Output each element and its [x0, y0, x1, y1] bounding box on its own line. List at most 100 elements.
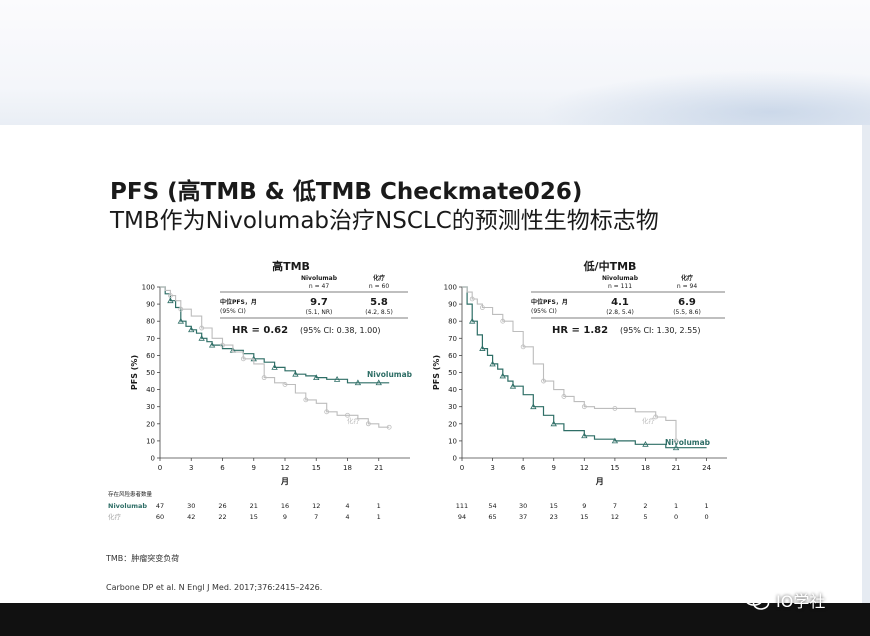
- at-risk-count: 12: [611, 513, 619, 521]
- at-risk-count: 26: [218, 502, 226, 510]
- table-header-chemo-n: n = 94: [677, 283, 697, 290]
- censor-marker: [333, 376, 341, 382]
- censor-marker: [541, 378, 546, 384]
- at-risk-count: 15: [580, 513, 588, 521]
- y-tick-label: 60: [448, 352, 457, 360]
- table-header-nivolumab-n: n = 111: [608, 283, 632, 290]
- y-tick-label: 70: [146, 335, 155, 343]
- censor-marker: [208, 341, 216, 348]
- at-risk-count: 1: [705, 502, 709, 510]
- at-risk-count: 23: [550, 513, 558, 521]
- chemo-curve: [160, 286, 390, 428]
- censor-marker: [530, 403, 537, 410]
- at-risk-count: 0: [705, 513, 709, 521]
- y-tick-label: 30: [448, 403, 457, 411]
- y-tick-label: 70: [448, 335, 457, 343]
- at-risk-count: 65: [488, 513, 496, 521]
- bottom-bar: [0, 603, 870, 636]
- censor-marker: [220, 342, 225, 348]
- censor-marker: [642, 440, 649, 447]
- x-tick-label: 9: [252, 464, 256, 472]
- at-risk-count: 9: [283, 513, 287, 521]
- censor-marker: [168, 293, 173, 298]
- censor-marker: [303, 397, 309, 403]
- at-risk-row-chemo: 化疗: [108, 512, 122, 521]
- y-tick-label: 80: [146, 318, 155, 326]
- table-row-label: 中位PFS，月: [531, 298, 568, 306]
- x-tick-label: 3: [189, 464, 193, 472]
- median-chemo: 6.9: [678, 297, 696, 308]
- chart-title: 低/中TMB: [583, 259, 637, 273]
- table-row-label: 中位PFS，月: [220, 298, 257, 306]
- x-axis-title: 月: [595, 477, 604, 486]
- censor-marker: [365, 421, 371, 427]
- right-edge-decoration: [860, 125, 870, 605]
- ci-chemo: (5.5, 8.6): [673, 309, 701, 316]
- at-risk-count: 1: [377, 513, 381, 521]
- y-tick-label: 20: [448, 420, 457, 428]
- x-tick-label: 24: [702, 464, 711, 472]
- slide-panel: [0, 125, 862, 603]
- censor-marker: [499, 372, 506, 379]
- y-tick-label: 30: [146, 403, 155, 411]
- at-risk-count: 7: [613, 502, 617, 510]
- watermark-text: IO学社: [776, 592, 826, 611]
- table-header-chemo-n: n = 60: [369, 283, 389, 290]
- nivolumab-curve: [462, 286, 707, 449]
- censor-marker: [354, 379, 362, 386]
- censor-marker: [386, 424, 392, 430]
- at-risk-count: 94: [458, 513, 466, 521]
- at-risk-count: 0: [674, 513, 678, 521]
- at-risk-count: 4: [345, 513, 349, 521]
- x-tick-label: 12: [580, 464, 589, 472]
- censor-marker: [509, 382, 517, 389]
- ci-chemo: (4.2, 8.5): [365, 309, 393, 316]
- x-tick-label: 21: [672, 464, 681, 472]
- at-risk-count: 37: [519, 513, 527, 521]
- table-header-nivolumab: Nivolumab: [301, 275, 338, 282]
- median-nivolumab: 4.1: [611, 297, 629, 308]
- series-label-chemo: 化疗: [347, 416, 361, 425]
- citation: Carbone DP et al. N Engl J Med. 2017;376…: [106, 583, 323, 592]
- censor-marker: [581, 404, 587, 410]
- y-tick-label: 90: [448, 301, 457, 309]
- hazard-ratio-ci: (95% CI: 0.38, 1.00): [300, 326, 380, 335]
- y-tick-label: 50: [146, 369, 155, 377]
- censor-marker: [653, 414, 659, 420]
- censor-marker: [313, 374, 320, 381]
- ci-nivolumab: (5.1, NR): [306, 309, 333, 316]
- censor-marker: [520, 344, 526, 350]
- censor-marker: [469, 317, 476, 324]
- at-risk-count: 47: [156, 502, 164, 510]
- chemo-curve: [462, 286, 677, 441]
- wechat-icon: [744, 590, 770, 610]
- censor-marker: [673, 438, 679, 444]
- y-tick-label: 40: [448, 386, 457, 394]
- at-risk-count: 21: [250, 502, 258, 510]
- at-risk-count: 7: [314, 513, 318, 521]
- series-label-chemo: 化疗: [642, 416, 656, 425]
- censor-marker: [469, 296, 475, 302]
- censor-marker: [612, 406, 618, 411]
- x-tick-label: 15: [312, 464, 321, 472]
- at-risk-count: 4: [345, 502, 349, 510]
- series-label-nivolumab: Nivolumab: [665, 438, 711, 447]
- censor-marker: [292, 370, 299, 377]
- at-risk-count: 2: [643, 502, 647, 510]
- y-tick-label: 90: [146, 301, 155, 309]
- at-risk-row-nivolumab: Nivolumab: [108, 502, 147, 510]
- y-tick-label: 100: [142, 284, 155, 292]
- y-tick-label: 0: [453, 455, 457, 463]
- slide-title: PFS (高TMB & 低TMB Checkmate026): [110, 179, 583, 205]
- table-header-chemo: 化疗: [681, 274, 693, 282]
- y-axis-title: PFS (%): [130, 355, 139, 390]
- table-row-label-ci: (95% CI): [220, 308, 246, 315]
- x-tick-label: 18: [641, 464, 650, 472]
- censor-marker: [479, 345, 486, 351]
- hazard-ratio-ci: (95% CI: 1.30, 2.55): [620, 326, 700, 335]
- x-tick-label: 6: [220, 464, 225, 472]
- y-tick-label: 0: [151, 455, 155, 463]
- at-risk-count: 1: [674, 502, 678, 510]
- y-tick-label: 10: [448, 437, 457, 445]
- x-tick-label: 6: [521, 464, 526, 472]
